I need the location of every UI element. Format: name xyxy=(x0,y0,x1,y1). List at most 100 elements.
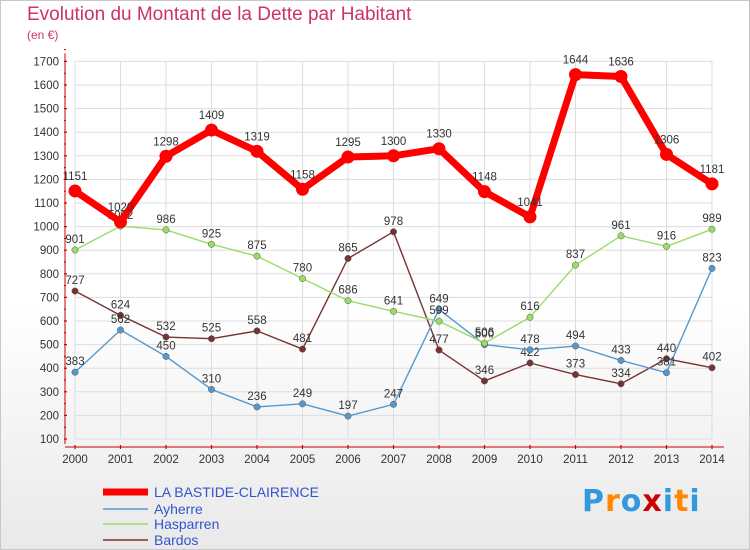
data-label: 686 xyxy=(338,285,357,297)
data-label: 1644 xyxy=(563,55,589,67)
data-label: 1181 xyxy=(700,164,725,176)
data-point xyxy=(481,339,488,347)
x-tick-label: 2003 xyxy=(199,454,225,466)
data-point xyxy=(162,352,170,360)
data-label: 562 xyxy=(111,314,130,326)
data-point xyxy=(478,185,491,199)
y-tick-label: 900 xyxy=(40,245,59,257)
data-label: 525 xyxy=(202,323,221,335)
data-label: 1409 xyxy=(199,110,225,122)
data-label: 649 xyxy=(429,293,448,305)
data-point xyxy=(663,242,670,250)
data-point xyxy=(435,346,443,354)
data-point xyxy=(250,144,264,158)
x-tick-label: 2001 xyxy=(108,454,134,466)
data-point xyxy=(572,371,579,379)
data-point xyxy=(617,380,625,388)
y-tick-label: 1700 xyxy=(33,56,59,68)
data-point xyxy=(617,356,625,364)
data-label: 901 xyxy=(65,234,84,246)
data-point xyxy=(299,275,306,282)
x-tick-label: 2010 xyxy=(517,454,543,466)
data-point xyxy=(71,246,79,254)
y-tick-label: 1500 xyxy=(33,104,59,116)
data-point xyxy=(71,368,79,376)
data-label: 925 xyxy=(202,228,221,240)
data-label: 624 xyxy=(111,299,131,311)
y-tick-label: 100 xyxy=(40,434,59,446)
data-label: 197 xyxy=(338,400,357,412)
data-label: 875 xyxy=(247,240,266,252)
data-label: 383 xyxy=(65,356,84,368)
data-point xyxy=(614,70,628,84)
data-point xyxy=(296,182,309,196)
data-label: 249 xyxy=(293,388,312,400)
data-point xyxy=(117,311,124,319)
data-point xyxy=(68,184,82,198)
x-tick-label: 2008 xyxy=(426,454,452,466)
y-tick-label: 700 xyxy=(40,292,59,304)
data-label: 1300 xyxy=(381,136,407,148)
data-point xyxy=(253,252,261,260)
data-point xyxy=(526,313,534,321)
data-point xyxy=(253,403,261,411)
legend-label: Hasparren xyxy=(154,516,219,532)
y-tick-label: 400 xyxy=(40,363,59,375)
data-point xyxy=(569,68,582,82)
y-tick-label: 1100 xyxy=(34,198,59,210)
data-point xyxy=(205,123,218,137)
data-label: 1151 xyxy=(63,171,88,183)
data-label: 641 xyxy=(384,295,403,307)
data-label: 310 xyxy=(202,373,221,385)
x-tick-label: 2002 xyxy=(153,454,179,466)
data-point xyxy=(253,327,261,335)
data-label: 373 xyxy=(566,359,585,371)
y-tick-label: 1400 xyxy=(33,127,59,139)
data-label: 823 xyxy=(702,252,721,264)
data-point xyxy=(523,210,537,224)
data-point xyxy=(572,261,579,269)
x-tick-label: 2000 xyxy=(62,454,88,466)
data-label: 1636 xyxy=(608,57,634,69)
y-tick-label: 300 xyxy=(40,387,59,399)
x-tick-label: 2014 xyxy=(699,454,725,466)
data-point xyxy=(71,287,79,295)
y-tick-label: 600 xyxy=(40,316,59,328)
data-point xyxy=(162,226,170,234)
data-point xyxy=(660,147,673,161)
data-point xyxy=(299,345,306,353)
x-tick-label: 2005 xyxy=(290,454,316,466)
data-label: 440 xyxy=(657,343,676,355)
data-label: 599 xyxy=(429,305,448,317)
x-tick-label: 2013 xyxy=(654,454,680,466)
data-point xyxy=(663,369,670,377)
data-point xyxy=(208,385,215,393)
chart-title: Evolution du Montant de la Dette par Hab… xyxy=(27,4,412,25)
data-label: 916 xyxy=(657,230,676,242)
data-point xyxy=(435,317,443,325)
proxiti-logo: Proxiti xyxy=(582,484,701,519)
data-point xyxy=(390,307,397,315)
data-label: 506 xyxy=(475,327,494,339)
y-tick-label: 1200 xyxy=(33,174,59,186)
data-label: 1298 xyxy=(153,136,179,148)
x-tick-label: 2011 xyxy=(563,454,588,466)
data-label: 450 xyxy=(156,340,175,352)
data-label: 1330 xyxy=(426,129,452,141)
data-label: 1158 xyxy=(290,169,315,181)
data-label: 1041 xyxy=(517,197,543,209)
data-label: 346 xyxy=(475,365,494,377)
data-label: 334 xyxy=(611,368,631,380)
data-label: 477 xyxy=(429,334,448,346)
data-label: 978 xyxy=(384,216,403,228)
data-label: 986 xyxy=(156,214,175,226)
data-point xyxy=(208,240,215,248)
data-label: 500 xyxy=(475,329,494,341)
data-label: 1319 xyxy=(244,131,270,143)
x-tick-label: 2006 xyxy=(335,454,361,466)
data-label: 1306 xyxy=(654,134,680,146)
data-label: 989 xyxy=(702,213,721,225)
legend-label: Ayherre xyxy=(154,501,203,517)
data-label: 381 xyxy=(657,357,676,369)
